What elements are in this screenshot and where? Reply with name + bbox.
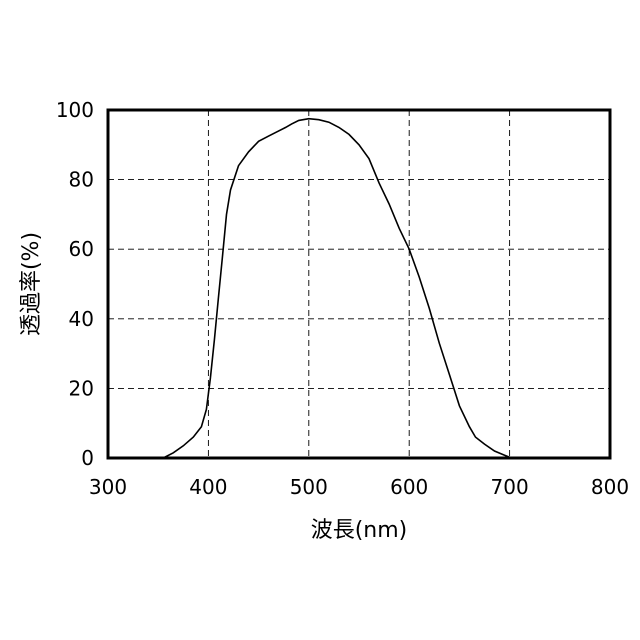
x-tick-label: 300 xyxy=(89,475,127,499)
x-tick-label: 500 xyxy=(290,475,328,499)
y-tick-label: 80 xyxy=(69,168,94,192)
x-tick-labels: 300 400 500 600 700 800 xyxy=(89,475,629,499)
grid-lines xyxy=(108,110,610,458)
y-tick-label: 60 xyxy=(69,237,94,261)
x-tick-label: 700 xyxy=(491,475,529,499)
x-tick-label: 800 xyxy=(591,475,629,499)
plot-frame xyxy=(108,110,610,458)
y-axis-title: 透過率(%) xyxy=(19,232,44,336)
y-tick-label: 40 xyxy=(69,307,94,331)
x-axis-title: 波長(nm) xyxy=(311,518,408,543)
y-tick-label: 100 xyxy=(56,98,94,122)
y-tick-label: 0 xyxy=(81,446,94,470)
y-tick-label: 20 xyxy=(69,376,94,400)
x-tick-label: 600 xyxy=(390,475,428,499)
y-tick-labels: 0 20 40 60 80 100 xyxy=(56,98,94,470)
x-tick-label: 400 xyxy=(189,475,227,499)
series-line xyxy=(163,119,511,458)
